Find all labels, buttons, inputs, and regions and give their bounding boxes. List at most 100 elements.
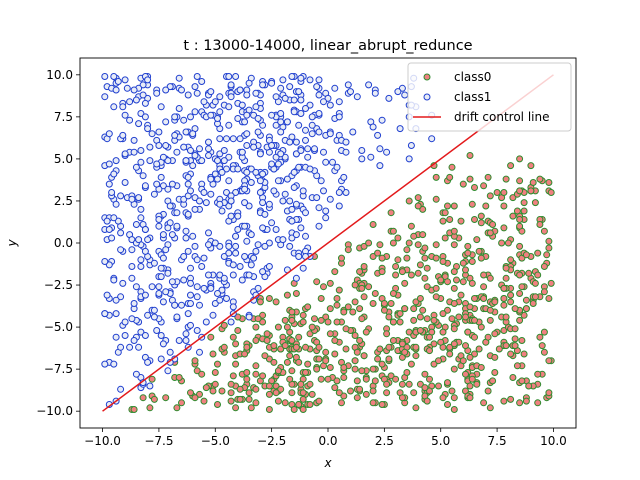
class1-point-779 [135,194,143,202]
class0-point-576 [270,358,278,366]
class1-point-489 [139,81,147,89]
class1-point-686 [180,116,188,124]
class0-point-694 [365,239,373,247]
class1-point-537 [189,162,197,170]
class0-point-51 [507,291,515,299]
class0-point-735 [263,330,271,338]
class0-point-276 [360,293,368,301]
class1-point-171 [187,279,194,287]
class0-point-311 [150,395,158,403]
class0-point-564 [511,325,519,333]
class1-point-616 [121,150,129,158]
class1-point-426 [164,157,172,165]
class0-point-658 [462,313,469,321]
class0-point-780 [351,357,359,365]
class0-point-668 [211,380,219,388]
class1-point-707 [340,173,348,181]
class1-point-550 [245,313,253,321]
class1-point-664 [110,214,118,222]
class0-point-186 [412,404,420,412]
class1-point-94 [335,98,343,106]
class0-point-330 [252,337,260,344]
legend-label-class0: class0 [454,70,491,84]
class0-point-66 [455,313,463,321]
class0-point-181 [232,340,240,348]
class0-point-10 [214,401,221,408]
class1-point-562 [137,205,145,213]
class0-point-732 [493,189,501,196]
class0-point-686 [516,222,524,230]
class0-point-752 [450,227,458,235]
class1-point-520 [315,204,323,212]
class1-point-544 [101,360,109,368]
class0-point-594 [507,350,515,358]
class1-point-447 [162,142,170,149]
class1-point-48 [137,158,145,166]
class1-point-180 [297,224,305,232]
class0-point-755 [254,315,262,323]
class1-point-571 [121,318,129,326]
class0-point-678 [477,212,485,220]
class1-point-708 [292,231,300,239]
class0-point-568 [304,303,312,311]
class1-point-496 [290,108,298,116]
class0-point-784 [486,316,494,324]
class0-point-606 [446,343,454,351]
class0-point-254 [405,328,413,336]
class0-point-763 [459,259,467,267]
class1-point-552 [297,74,305,82]
class0-point-397 [502,342,510,350]
class1-point-360 [101,93,109,101]
class1-point-751 [225,73,233,80]
class0-point-660 [419,205,427,213]
class0-point-71 [520,350,528,358]
class1-point-282 [182,128,190,136]
class1-point-567 [182,227,190,235]
class1-point-490 [254,128,262,136]
class1-point-784 [164,269,172,277]
class0-point-779 [516,187,524,195]
class0-point-488 [403,369,411,376]
class1-point-156 [243,237,251,245]
class1-point-619 [123,84,131,92]
class1-point-194 [315,76,323,84]
class1-point-427 [304,153,312,161]
class0-point-675 [148,375,156,383]
class0-point-738 [480,271,488,279]
class1-point-425 [211,239,219,247]
class0-point-477 [353,377,361,385]
class0-point-220 [232,360,240,368]
class0-point-145 [468,200,476,208]
class1-point-601 [227,212,235,220]
y-axis-ticks: −10.0 −7.5 −5.0 −2.5 0.0 2.5 5.0 7.5 10.0 [36,68,80,418]
class0-point-788 [356,268,364,276]
class1-point-735 [252,103,260,111]
class0-point-325 [371,377,379,385]
y-tick-label-7: 7.5 [54,110,73,124]
class0-point-474 [509,374,517,381]
class1-point-365 [187,147,194,154]
class0-point-769 [342,325,350,333]
class0-point-709 [252,385,260,393]
class0-point-666 [421,254,429,262]
class1-point-555 [229,303,237,311]
class1-point-480 [342,148,350,156]
class0-point-124 [446,216,454,223]
class0-point-653 [507,395,515,403]
class0-point-162 [407,271,415,279]
class1-point-596 [173,209,181,217]
class0-point-378 [351,332,359,339]
class1-point-402 [139,91,147,99]
class1-point-781 [342,138,350,146]
class1-point-675 [232,242,240,250]
class1-point-469 [119,103,127,111]
class1-point-608 [245,271,253,279]
class1-point-531 [175,337,183,344]
x-tick-label-7: 7.5 [488,434,507,448]
class0-point-757 [371,290,379,297]
class0-point-557 [435,357,442,365]
class0-point-493 [385,313,393,321]
x-tick-label-2: −5.0 [201,434,230,448]
class1-point-442 [112,296,120,304]
class0-point-687 [527,187,535,195]
